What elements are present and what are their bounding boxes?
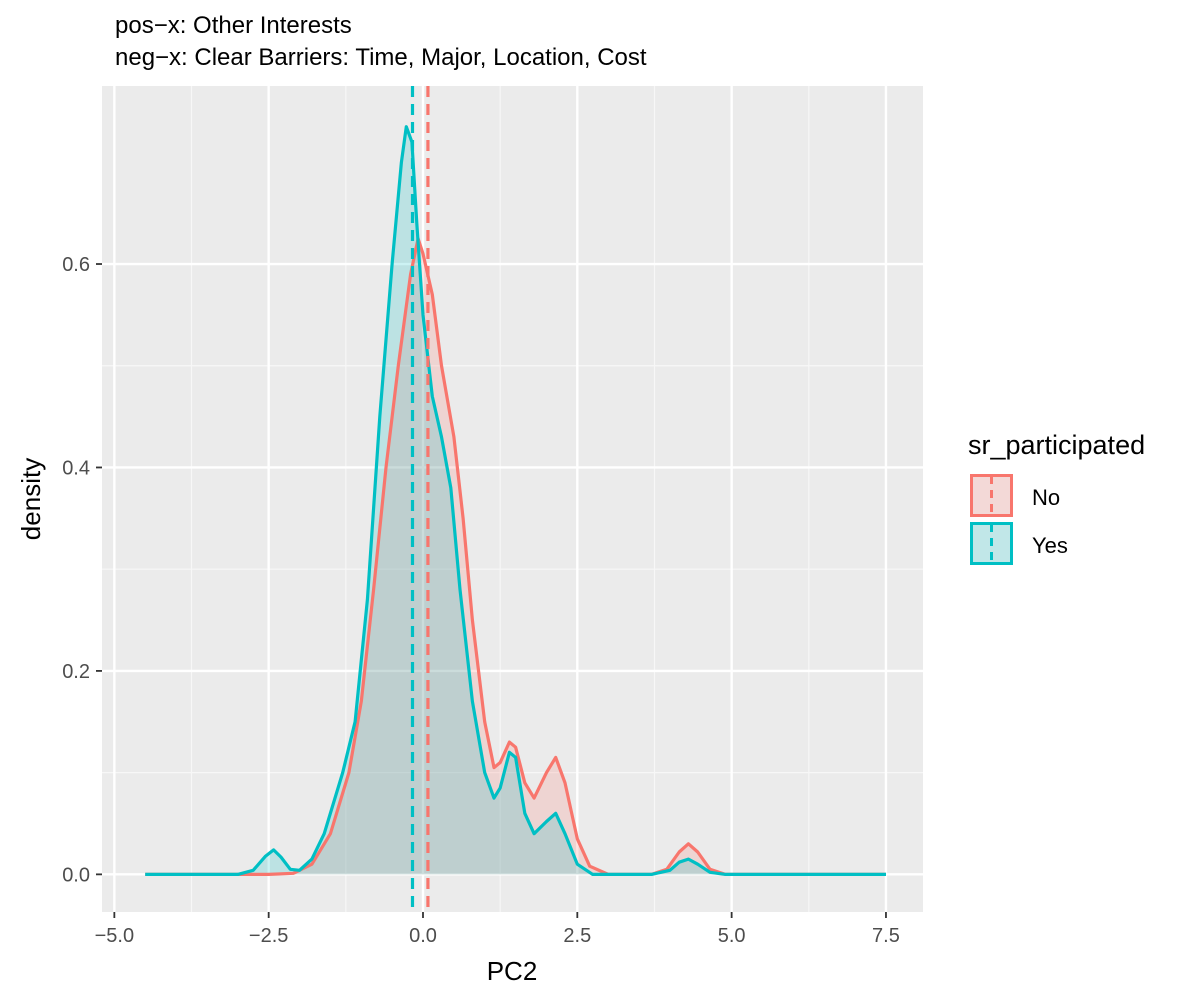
x-tick-label: −2.5 (249, 925, 288, 947)
density-line-yes (145, 125, 886, 876)
series-layer (145, 125, 886, 876)
axes: −5.0 −2.5 0.0 2.5 5.0 7.5 0.0 0.2 0.4 0.6 (62, 254, 900, 947)
x-tick-label: 5.0 (718, 925, 746, 947)
x-tick-label: 2.5 (563, 925, 591, 947)
y-tick-label: 0.2 (62, 661, 90, 683)
y-tick-label: 0.0 (62, 864, 90, 886)
legend-key-yes (970, 522, 1013, 565)
legend-title: sr_participated (968, 430, 1145, 460)
legend: sr_participated No Yes (968, 430, 1145, 565)
legend-label-yes: Yes (1032, 533, 1068, 558)
plot-panel (102, 86, 923, 912)
mean-lines (410, 86, 430, 912)
legend-keys (970, 474, 1013, 565)
x-tick-label: −5.0 (95, 925, 134, 947)
x-tick-label: 0.0 (409, 925, 437, 947)
legend-label-no: No (1032, 485, 1060, 510)
major-grid (102, 86, 923, 912)
minor-grid (102, 86, 923, 912)
y-axis-title: density (16, 458, 46, 540)
chart-subtitle: neg−x: Clear Barriers: Time, Major, Loca… (115, 44, 647, 71)
chart-title: pos−x: Other Interests (115, 12, 352, 39)
x-tick-label: 7.5 (872, 925, 900, 947)
y-tick-label: 0.4 (62, 457, 90, 479)
x-axis-title: PC2 (487, 956, 538, 986)
y-tick-label: 0.6 (62, 254, 90, 276)
legend-key-no (970, 474, 1013, 517)
